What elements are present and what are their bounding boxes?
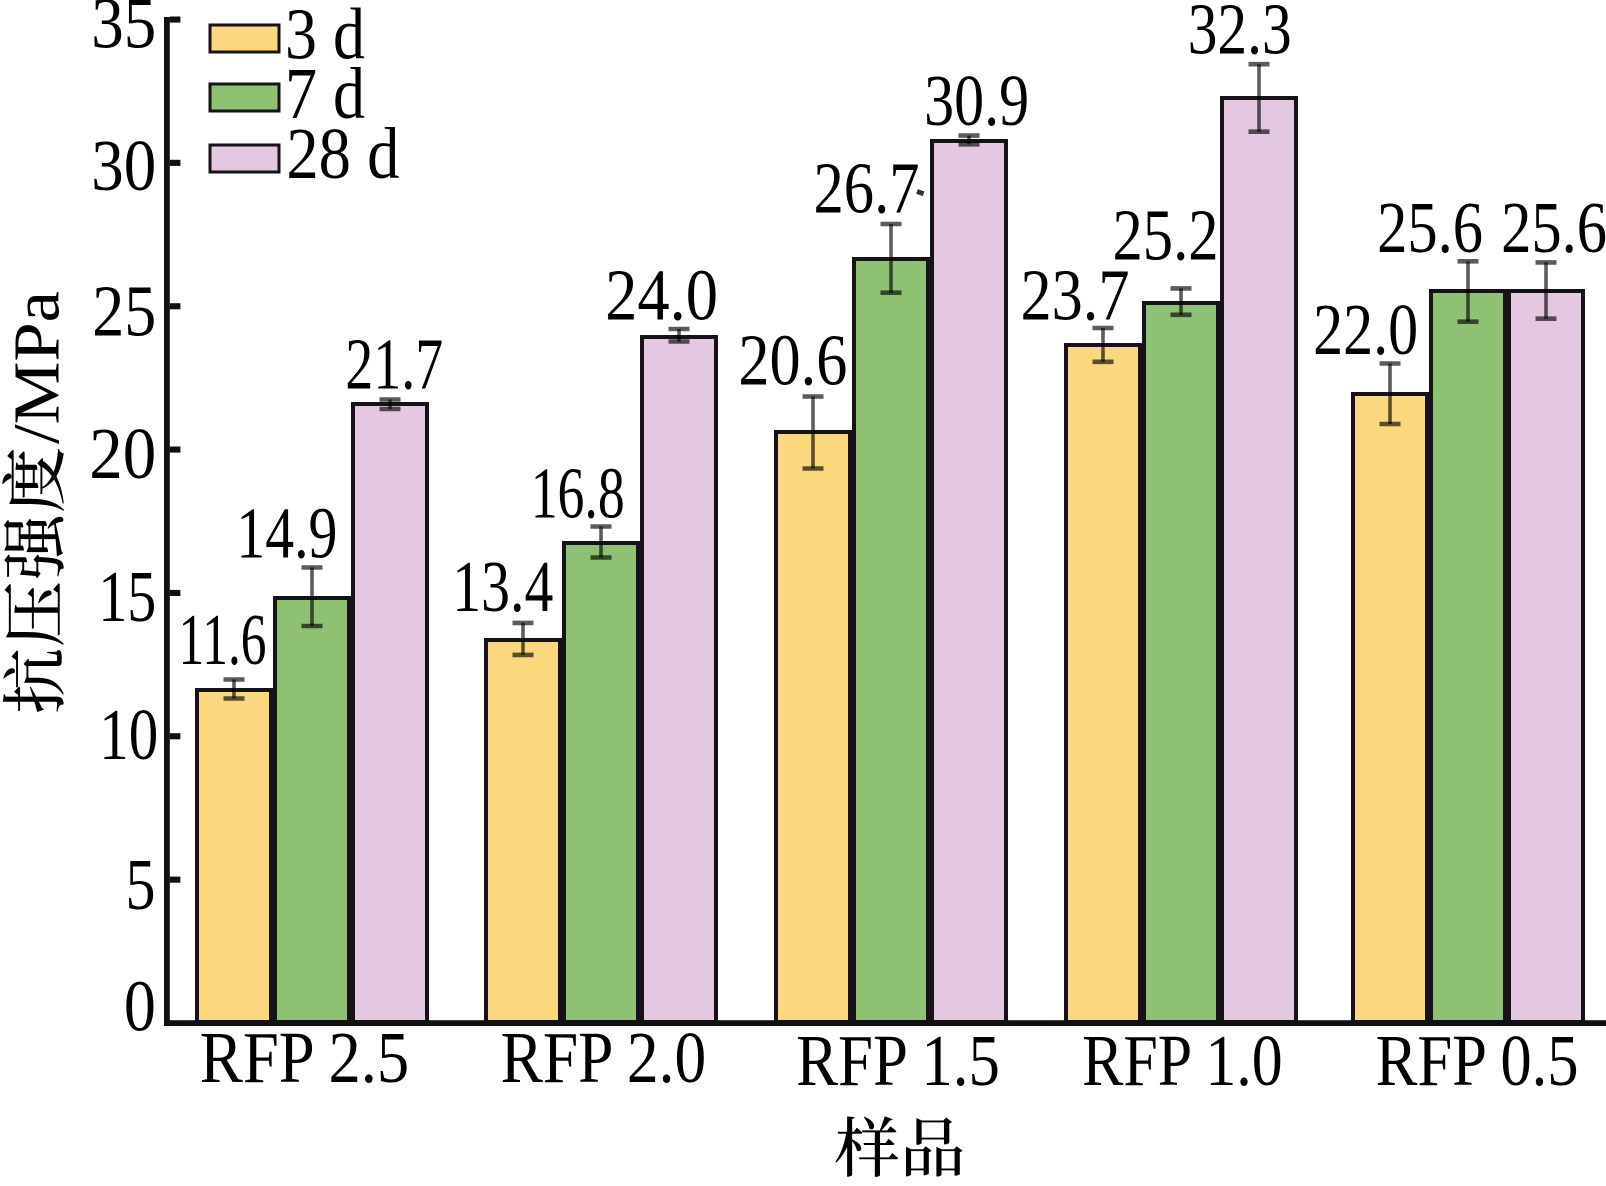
svg-text:RFP 1.5: RFP 1.5	[796, 1020, 1000, 1101]
svg-text:35: 35	[91, 0, 156, 63]
svg-text:20.6: 20.6	[738, 320, 847, 401]
svg-text:25.6: 25.6	[1377, 187, 1483, 268]
svg-text:10: 10	[99, 694, 158, 775]
svg-text:32.3: 32.3	[1188, 0, 1292, 70]
svg-text:15: 15	[98, 556, 156, 637]
svg-text:13.4: 13.4	[452, 546, 553, 627]
svg-text:30.9: 30.9	[924, 60, 1029, 141]
svg-text:0: 0	[124, 966, 156, 1047]
svg-text:RFP 0.5: RFP 0.5	[1376, 1020, 1579, 1101]
svg-text:28 d: 28 d	[286, 113, 399, 194]
svg-text:11.6: 11.6	[179, 599, 267, 680]
svg-text:22.0: 22.0	[1313, 289, 1418, 370]
svg-text:16.8: 16.8	[531, 452, 625, 533]
svg-text:30: 30	[91, 125, 156, 206]
svg-text:25: 25	[92, 270, 156, 351]
svg-text:5: 5	[126, 844, 156, 925]
svg-text:RFP 2.5: RFP 2.5	[200, 1017, 410, 1098]
svg-text:RFP 2.0: RFP 2.0	[501, 1017, 707, 1098]
svg-text:25.2: 25.2	[1113, 194, 1219, 275]
svg-text:23.7: 23.7	[1021, 255, 1130, 336]
svg-text:14.9: 14.9	[236, 493, 337, 574]
svg-text:24.0: 24.0	[605, 255, 718, 336]
svg-text:21.7: 21.7	[345, 323, 443, 404]
svg-text:3 d: 3 d	[285, 0, 365, 74]
svg-text:RFP 1.0: RFP 1.0	[1082, 1020, 1283, 1101]
svg-text:7 d: 7 d	[285, 53, 365, 134]
svg-text:26.7: 26.7	[814, 147, 920, 228]
svg-text:/MPa: /MPa	[1, 291, 74, 444]
svg-text:20: 20	[89, 413, 156, 494]
svg-text:25.6: 25.6	[1501, 187, 1606, 268]
